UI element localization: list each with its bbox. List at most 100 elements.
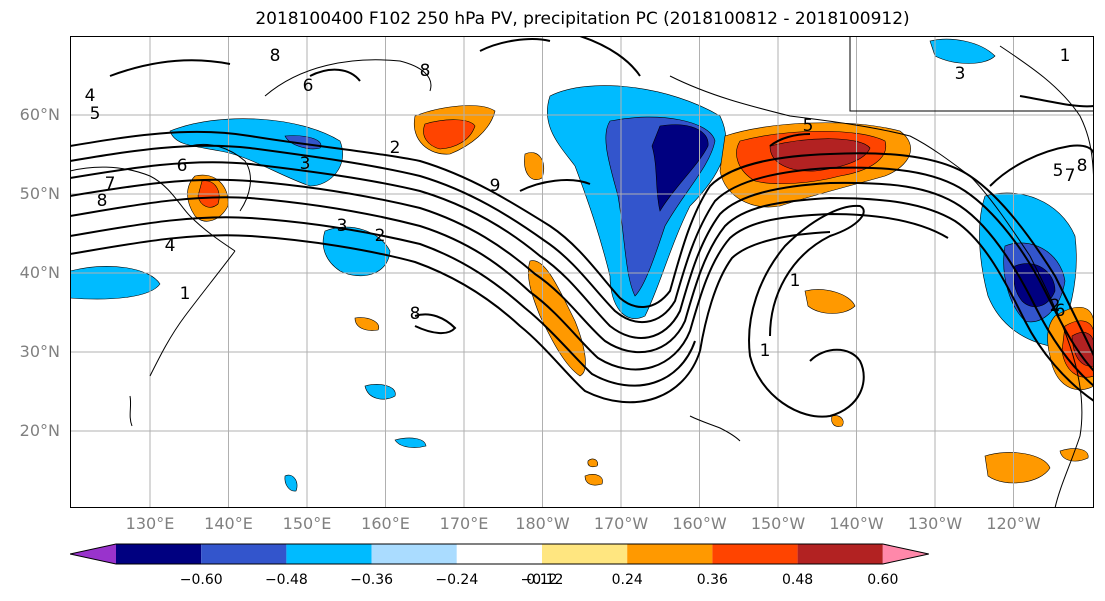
pv-contour	[699, 231, 831, 352]
precip-neg-blob	[394, 437, 427, 448]
lon-label: 170°W	[593, 514, 649, 533]
colorbar-segment	[627, 544, 713, 564]
colorbar-tick-label: −0.12	[520, 572, 564, 588]
lon-label: 160°E	[361, 514, 410, 533]
colorbar-segment	[542, 544, 628, 564]
precip-pos-blob	[587, 458, 598, 468]
precip-neg-blob	[284, 474, 298, 492]
lon-label: 120°W	[986, 514, 1041, 533]
colorbar-tick-label: 0.24	[611, 572, 643, 588]
colorbar-segment	[456, 544, 542, 564]
coastline-segment	[689, 415, 741, 442]
pv-contour	[70, 216, 696, 387]
lat-label: 20°N	[19, 421, 60, 440]
coastline-segment	[264, 59, 432, 97]
pv-contour-label: 8	[97, 191, 108, 211]
precip-neg-blob	[364, 384, 396, 400]
coastline-segment	[1054, 345, 1083, 508]
colorbar-tick-label: −0.48	[264, 572, 308, 588]
pv-contour-label: 8	[1077, 156, 1088, 176]
precipitation-fill	[70, 38, 1094, 492]
colorbar-segment	[371, 544, 457, 564]
pv-contour-label: 9	[490, 176, 501, 196]
lon-label: 180°W	[515, 514, 570, 533]
pv-contour	[70, 234, 701, 404]
colorbar-segment	[712, 544, 798, 564]
precip-pos-blob	[804, 289, 856, 314]
pv-contour	[70, 144, 1094, 372]
colorbar-tick-label: 0.12	[526, 572, 558, 588]
pv-contour-label: 6	[177, 156, 188, 176]
precip-pos-blob	[1059, 448, 1089, 462]
colorbar-tick-label: −0.60	[179, 572, 223, 588]
precip-neg-blob	[1013, 263, 1056, 308]
coastline-segment	[999, 45, 1094, 197]
lon-label: 150°W	[750, 514, 806, 533]
pv-contour-label: 7	[105, 174, 116, 194]
pv-contour	[70, 196, 949, 371]
lon-label: 130°W	[907, 514, 963, 533]
colorbar-extend-low	[70, 544, 116, 564]
map-title: 2018100400 F102 250 hPa PV, precipitatio…	[255, 9, 910, 29]
pv-contour-label: 5	[803, 116, 814, 136]
precip-pos-blob	[831, 415, 844, 427]
pv-contour	[70, 130, 1094, 357]
pv-contour-label: 4	[85, 86, 96, 106]
lon-label: 130°E	[125, 514, 175, 533]
pv-contour	[769, 133, 811, 147]
colorbar-tick-label: −0.36	[350, 572, 394, 588]
pv-contour-label: 6	[303, 76, 314, 96]
pv-contour	[519, 179, 591, 192]
pv-contour-label: 1	[1060, 46, 1071, 66]
pv-contour-label: 8	[270, 46, 281, 66]
precip-pos-blob	[984, 452, 1051, 484]
pv-contour-label: 3	[337, 216, 348, 236]
map-frame	[70, 36, 1094, 508]
pv-contour-label: 6	[1055, 301, 1066, 321]
pv-contour	[70, 178, 1094, 402]
lon-label: 140°W	[829, 514, 884, 533]
colorbar-tick-label: −0.24	[435, 572, 479, 588]
colorbar-extend-high	[882, 544, 929, 564]
pv-contour	[579, 36, 641, 77]
pv-contour-label: 8	[410, 304, 421, 324]
lon-label: 140°E	[204, 514, 253, 533]
pv-contour	[989, 144, 1094, 187]
colorbar	[70, 543, 929, 565]
pv-contour-label: 2	[390, 138, 401, 158]
precip-neg-blob	[70, 266, 161, 300]
precip-neg-blob	[651, 124, 709, 212]
pv-contour-label: 1	[760, 341, 771, 361]
colorbar-segment	[797, 544, 883, 564]
colorbar-outline	[70, 543, 929, 565]
pv-contour	[748, 204, 865, 418]
colorbar-tick-label: 0.60	[867, 572, 899, 588]
pv-contour	[1019, 95, 1094, 108]
pv-contour	[109, 59, 231, 77]
precip-neg-blob	[929, 38, 996, 64]
lat-lon-gridlines	[70, 36, 1094, 508]
pv-contour-label: 2	[1050, 296, 1061, 316]
colorbar-segment	[116, 544, 202, 564]
coastline-segment	[149, 250, 236, 377]
lon-label: 150°E	[282, 514, 332, 533]
pv-contour-label: 5	[1053, 161, 1064, 181]
precip-pos-blob	[423, 119, 476, 150]
pv-contour-label: 2	[375, 226, 386, 246]
lat-label: 60°N	[19, 105, 60, 124]
precip-pos-blob	[584, 474, 603, 486]
colorbar-segment	[286, 544, 372, 564]
lat-label: 30°N	[19, 342, 60, 361]
lat-label: 40°N	[19, 263, 60, 282]
pv-contour-label: 3	[300, 154, 311, 174]
pv-contour	[70, 161, 1094, 387]
pv-contour-label: 8	[420, 61, 431, 81]
lat-label: 50°N	[19, 184, 60, 203]
colorbar-tick-label: 0.36	[696, 572, 728, 588]
pv-contours	[70, 36, 1094, 418]
pv-contour-label: 1	[180, 284, 191, 304]
lon-label: 160°W	[672, 514, 727, 533]
lon-label: 170°E	[439, 514, 489, 533]
